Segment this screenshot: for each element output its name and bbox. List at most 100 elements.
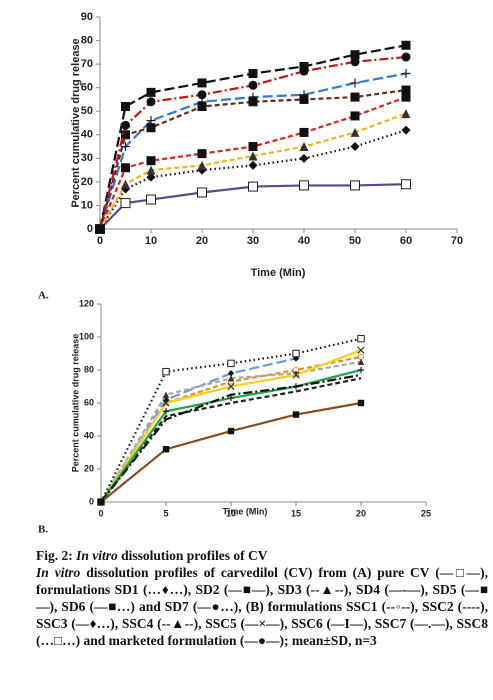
marker [227,375,235,382]
y-tick-label: 120 [79,298,94,308]
x-tick-label: 25 [421,508,431,518]
marker [121,130,130,140]
marker [227,359,235,368]
marker [299,61,309,71]
marker [227,370,235,377]
marker [401,40,411,50]
marker [292,411,300,418]
marker [146,194,156,205]
marker [299,180,309,191]
marker [197,78,207,88]
marker [357,346,365,354]
series-line [100,373,362,503]
y-tick-label: 0 [87,223,93,235]
caption-text: dissolution profiles of carvedilol (CV) … [36,565,489,648]
marker [197,102,207,112]
x-axis-label: Time (Min) [223,506,268,516]
marker [299,127,309,137]
marker [401,179,411,190]
y-tick-label: 20 [81,176,93,188]
marker [299,142,309,152]
series-line [98,72,407,230]
marker [350,180,360,191]
marker [227,382,235,391]
y-tick-label: 100 [79,331,94,341]
y-tick-label: 80 [84,364,94,374]
marker [121,163,130,173]
marker [401,69,411,79]
marker [350,111,360,121]
marker [401,125,411,135]
x-tick-label: 40 [298,235,310,247]
y-tick-label: 30 [81,152,93,164]
marker [248,160,258,170]
y-tick-label: 90 [81,11,93,23]
marker [248,151,258,161]
marker [292,349,300,358]
x-tick-label: 50 [349,235,361,247]
series-line [98,88,407,230]
panel-label: A. [38,290,49,302]
marker [248,181,258,192]
caption-heading: Fig. 2: In vitro dissolution profiles of… [36,547,488,564]
marker [162,391,170,398]
marker [121,102,130,112]
caption: Fig. 2: In vitro dissolution profiles of… [36,547,488,649]
x-tick-label: 70 [451,235,463,247]
marker [357,366,365,374]
marker [97,498,105,506]
x-tick-label: 20 [356,508,366,518]
marker [162,446,170,453]
marker [197,187,207,198]
marker [350,142,360,152]
marker [350,78,360,88]
marker [299,66,309,76]
marker [357,334,365,343]
marker [146,165,156,175]
marker [248,80,258,90]
marker [95,224,105,234]
caption-text: In vitro [36,565,81,580]
marker [121,179,130,189]
x-tick-label: 0 [97,235,103,247]
marker [197,160,207,170]
panel-label: B. [38,524,48,536]
marker [227,427,235,435]
y-tick-label: 40 [84,430,94,440]
y-tick-label: 0 [89,496,94,506]
marker [197,149,207,159]
x-tick-label: 5 [163,508,168,518]
marker [350,127,360,137]
marker [146,172,156,182]
x-axis-label: Time (Min) [251,267,306,279]
marker [350,92,360,102]
marker [121,142,130,152]
marker [146,87,156,97]
y-tick-label: 20 [84,463,94,473]
x-tick-label: 15 [291,508,301,518]
marker [350,57,360,67]
y-tick-label: 10 [81,199,93,211]
marker [299,153,309,163]
marker [401,92,411,102]
x-tick-label: 30 [247,235,259,247]
marker [357,358,365,365]
series-line [98,55,407,230]
series-line [99,112,407,230]
caption-text: In vitro [76,548,118,563]
marker [357,399,365,407]
y-tick-label: 40 [81,129,93,141]
marker [146,97,156,107]
marker [299,94,309,104]
x-tick-label: 0 [98,508,103,518]
x-tick-label: 60 [400,235,412,247]
marker [401,52,411,62]
y-tick-label: 80 [81,34,93,46]
marker [248,97,258,107]
x-tick-label: 20 [196,235,208,247]
y-axis-label: Percent cumulative drug release [70,334,80,473]
marker [121,120,130,130]
x-tick-label: 10 [145,235,157,247]
caption-body: In vitro dissolution profiles of carvedi… [36,564,488,649]
